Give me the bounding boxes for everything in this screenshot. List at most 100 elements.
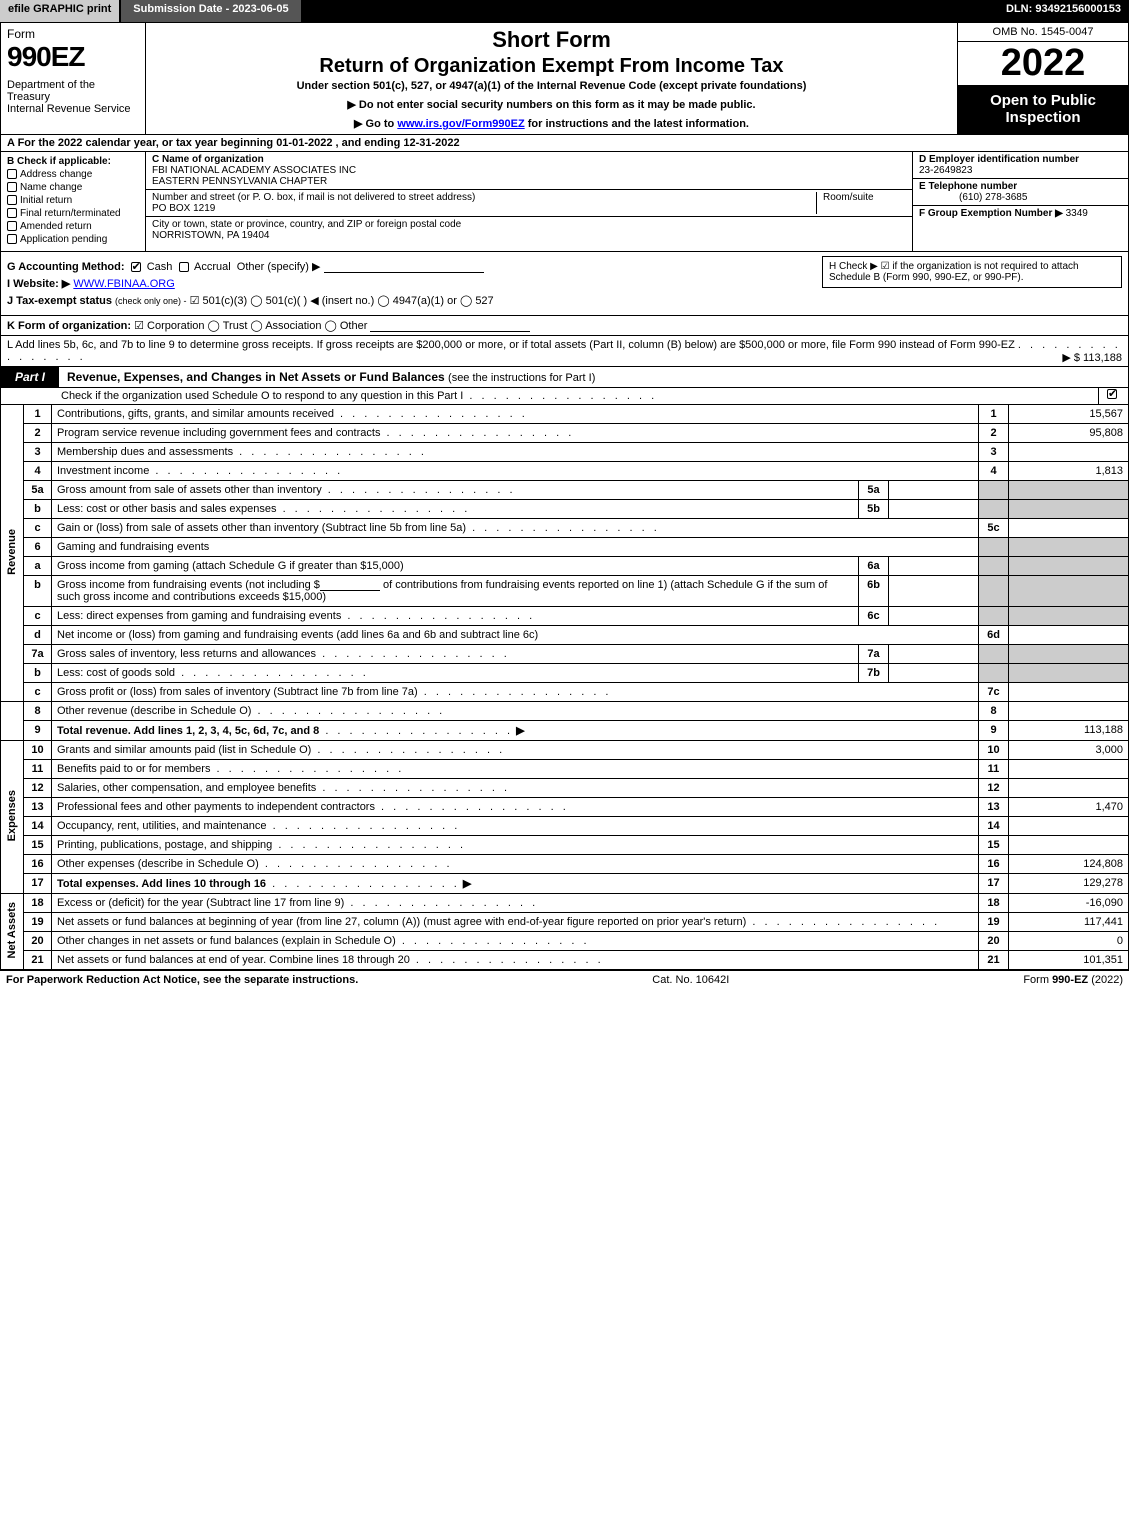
top-bar: efile GRAPHIC print Submission Date - 20… — [0, 0, 1129, 22]
j-tax-exempt-line: J Tax-exempt status (check only one) - ☑… — [7, 294, 1122, 307]
col-b-checkboxes: B Check if applicable: Address change Na… — [1, 152, 146, 251]
table-row: b Less: cost or other basis and sales ex… — [1, 500, 1129, 519]
org-name-1: FBI NATIONAL ACADEMY ASSOCIATES INC — [152, 165, 356, 176]
line-number: 18 — [24, 894, 52, 913]
j-label: J Tax-exempt status — [7, 295, 112, 307]
line-desc: Printing, publications, postage, and shi… — [52, 836, 979, 855]
j-options: ☑ 501(c)(3) ◯ 501(c)( ) ◀ (insert no.) ◯… — [190, 295, 494, 307]
k-form-of-org: K Form of organization: ☑ Corporation ◯ … — [0, 316, 1129, 336]
k-options: ☑ Corporation ◯ Trust ◯ Association ◯ Ot… — [134, 320, 367, 332]
addr-label: Number and street (or P. O. box, if mail… — [152, 192, 475, 203]
line-amount: 129,278 — [1009, 874, 1129, 894]
g-cash: Cash — [147, 261, 173, 273]
checkbox-icon[interactable] — [131, 262, 141, 272]
line-number: 9 — [24, 721, 52, 741]
line-code — [979, 607, 1009, 626]
line-code: 17 — [979, 874, 1009, 894]
line-amount — [1009, 500, 1129, 519]
part-1-title: Revenue, Expenses, and Changes in Net As… — [59, 368, 1128, 386]
checkline-text: Check if the organization used Schedule … — [1, 388, 1098, 404]
line-code — [979, 645, 1009, 664]
line-desc: Grants and similar amounts paid (list in… — [52, 741, 979, 760]
table-row: 3 Membership dues and assessments 3 — [1, 443, 1129, 462]
table-row: 17 Total expenses. Add lines 10 through … — [1, 874, 1129, 894]
line-amount — [1009, 557, 1129, 576]
chk-final-return[interactable]: Final return/terminated — [7, 208, 139, 219]
c-name-label: C Name of organization — [152, 154, 264, 165]
line-code: 2 — [979, 424, 1009, 443]
line-number: 21 — [24, 951, 52, 970]
line-code: 8 — [979, 702, 1009, 721]
table-row: c Gain or (loss) from sale of assets oth… — [1, 519, 1129, 538]
sub-line-value — [889, 481, 979, 500]
chk-name-change[interactable]: Name change — [7, 182, 139, 193]
line-amount — [1009, 645, 1129, 664]
part-1-header: Part I Revenue, Expenses, and Changes in… — [0, 367, 1129, 388]
ein-label: D Employer identification number — [919, 154, 1079, 165]
blank-line — [320, 579, 380, 591]
chk-application-pending[interactable]: Application pending — [7, 234, 139, 245]
line-number: a — [24, 557, 52, 576]
line-amount — [1009, 538, 1129, 557]
line-number: 3 — [24, 443, 52, 462]
line-code: 21 — [979, 951, 1009, 970]
header-right: OMB No. 1545-0047 2022 Open to Public In… — [958, 23, 1128, 134]
chk-address-change[interactable]: Address change — [7, 169, 139, 180]
grp-value: 3349 — [1066, 208, 1088, 219]
l-text: L Add lines 5b, 6c, and 7b to line 9 to … — [7, 339, 1015, 351]
line-desc: Contributions, gifts, grants, and simila… — [52, 405, 979, 424]
line-code: 6d — [979, 626, 1009, 645]
line-number: 14 — [24, 817, 52, 836]
irs-link[interactable]: www.irs.gov/Form990EZ — [397, 118, 524, 130]
line-code: 19 — [979, 913, 1009, 932]
footer-right-bold: 990-EZ — [1052, 974, 1088, 986]
line-desc: Total expenses. Add lines 10 through 16 … — [52, 874, 979, 894]
chk-label: Final return/terminated — [20, 208, 121, 219]
line-number: b — [24, 664, 52, 683]
sub-line-code: 5b — [859, 500, 889, 519]
ein-value: 23-2649823 — [919, 165, 972, 176]
line-code: 3 — [979, 443, 1009, 462]
sub-line-code: 6c — [859, 607, 889, 626]
line-amount: 15,567 — [1009, 405, 1129, 424]
line-amount: 1,813 — [1009, 462, 1129, 481]
checkbox-icon — [7, 169, 17, 179]
line-number: 19 — [24, 913, 52, 932]
table-row: 13 Professional fees and other payments … — [1, 798, 1129, 817]
line-code: 13 — [979, 798, 1009, 817]
line-code: 20 — [979, 932, 1009, 951]
line-desc: Other revenue (describe in Schedule O) — [52, 702, 979, 721]
checkline-box[interactable] — [1098, 388, 1128, 404]
chk-initial-return[interactable]: Initial return — [7, 195, 139, 206]
table-row: c Gross profit or (loss) from sales of i… — [1, 683, 1129, 702]
line-amount — [1009, 519, 1129, 538]
form-word: Form — [7, 27, 139, 41]
checkbox-icon[interactable] — [179, 262, 189, 272]
sub-line-code: 6a — [859, 557, 889, 576]
line-number: 17 — [24, 874, 52, 894]
line-number: b — [24, 576, 52, 607]
line-desc: Investment income — [52, 462, 979, 481]
header-middle: Short Form Return of Organization Exempt… — [146, 23, 958, 134]
blank-line — [370, 320, 530, 332]
line-desc: Gain or (loss) from sale of assets other… — [52, 519, 979, 538]
line-number: 8 — [24, 702, 52, 721]
line-code — [979, 481, 1009, 500]
website-link[interactable]: WWW.FBINAA.ORG — [73, 278, 174, 290]
line-desc: Net income or (loss) from gaming and fun… — [52, 626, 979, 645]
bullet-goto-post: for instructions and the latest informat… — [525, 118, 749, 130]
info-grid: B Check if applicable: Address change Na… — [0, 152, 1129, 252]
line-number: 16 — [24, 855, 52, 874]
footer-right-post: (2022) — [1088, 974, 1123, 986]
chk-amended-return[interactable]: Amended return — [7, 221, 139, 232]
line-amount: 3,000 — [1009, 741, 1129, 760]
checkbox-icon — [7, 234, 17, 244]
col-b-label: B Check if applicable: — [7, 156, 139, 167]
sub-line-value — [889, 607, 979, 626]
under-section-text: Under section 501(c), 527, or 4947(a)(1)… — [154, 80, 949, 92]
checkbox-icon — [7, 221, 17, 231]
section-ghij: H Check ▶ ☑ if the organization is not r… — [0, 252, 1129, 316]
line-amount — [1009, 702, 1129, 721]
form-number: 990EZ — [7, 41, 139, 73]
table-row: 14 Occupancy, rent, utilities, and maint… — [1, 817, 1129, 836]
